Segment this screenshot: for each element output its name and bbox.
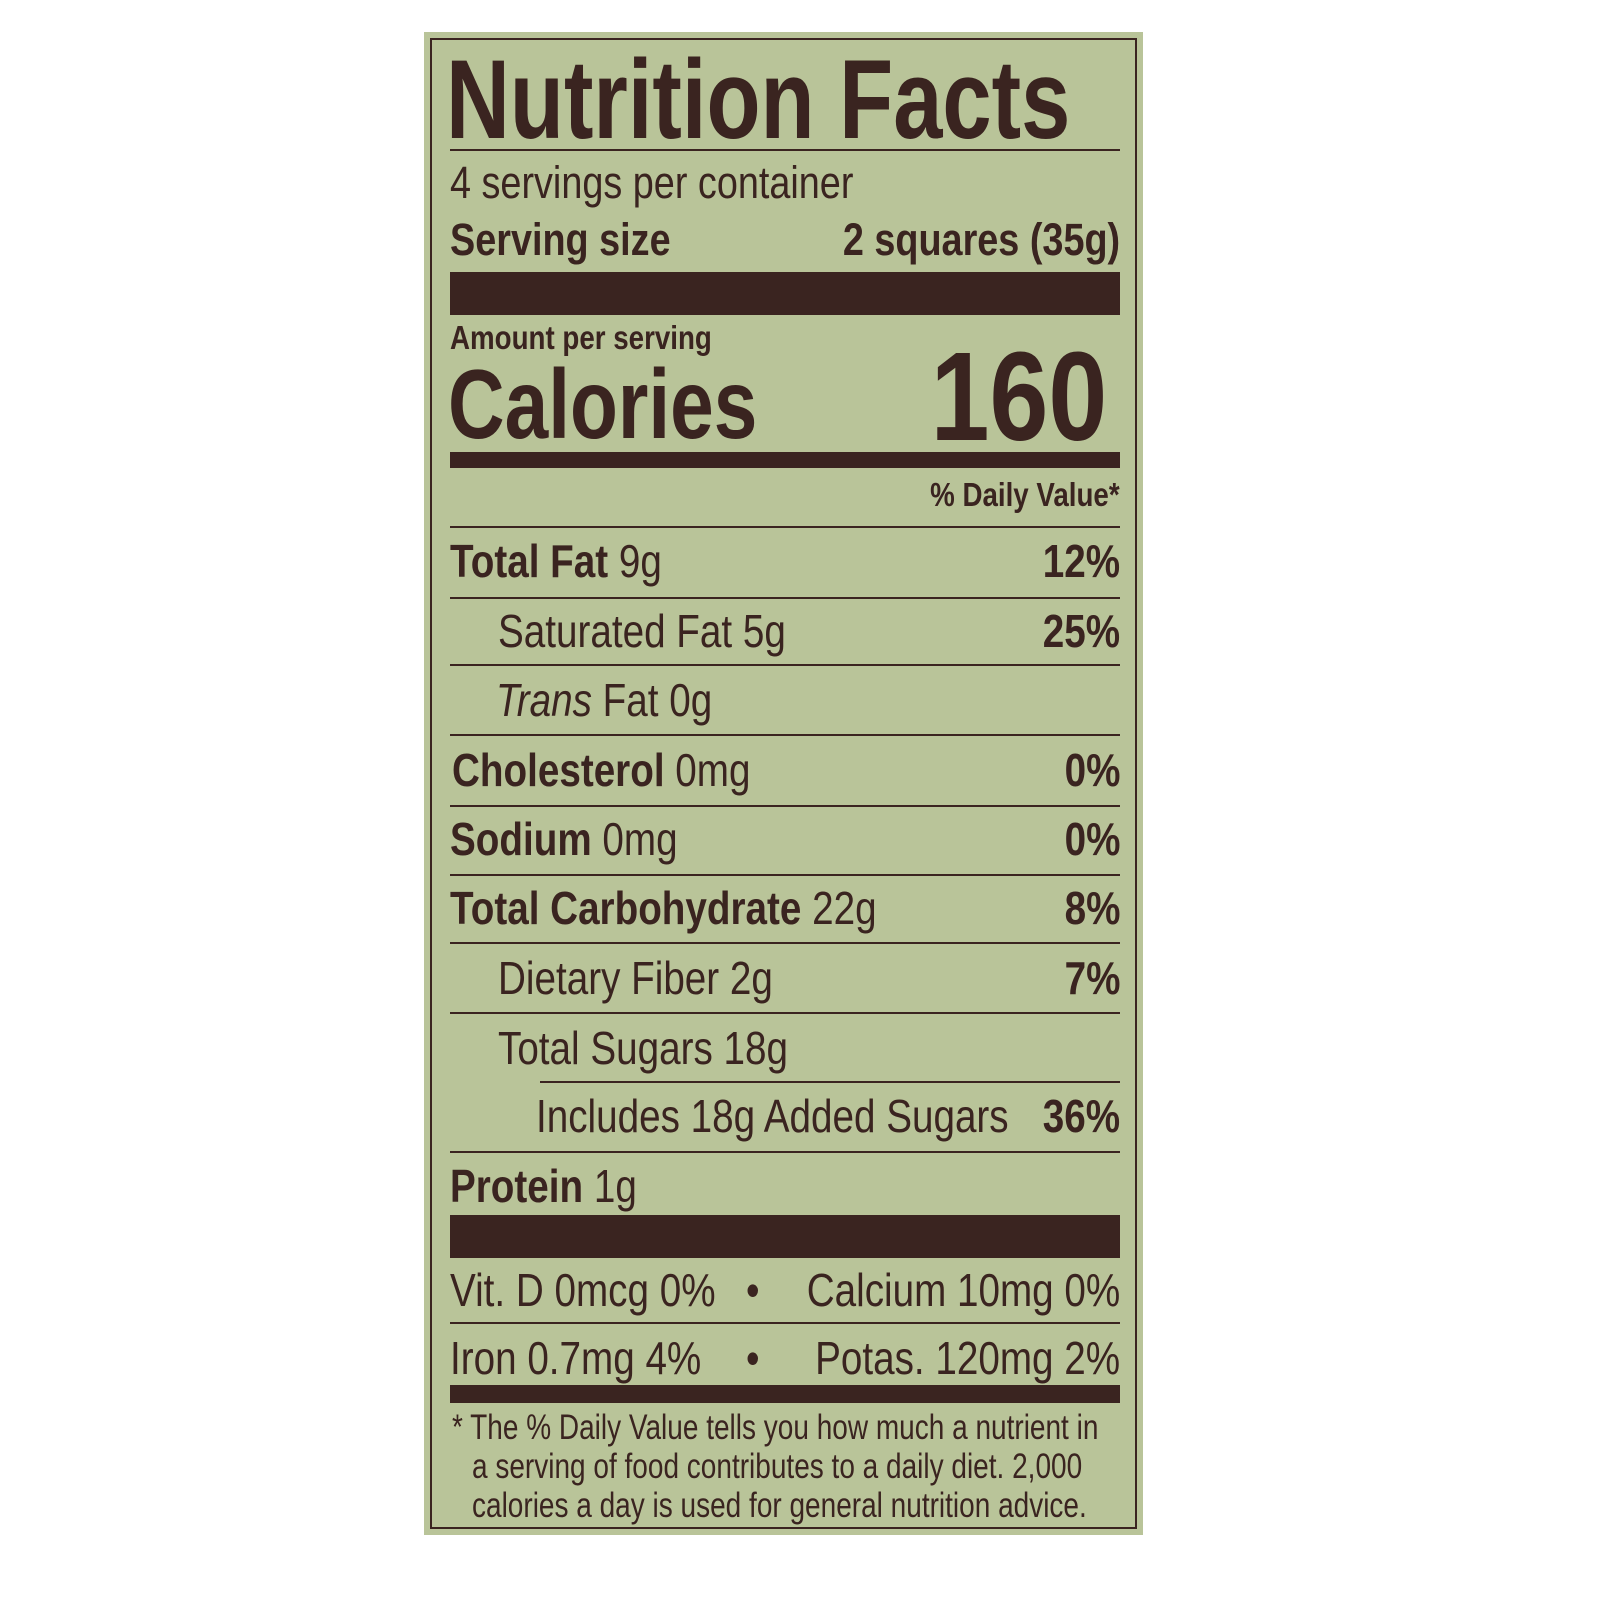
- nutrient-row-total-carbohydrate: Total Carbohydrate 22g: [450, 882, 877, 934]
- nutrient-amount: 0mg: [602, 813, 678, 865]
- nutrient-name: Saturated Fat: [498, 605, 733, 657]
- divider: [450, 149, 1120, 151]
- divider: [450, 597, 1120, 599]
- amount-per-serving: Amount per serving: [450, 319, 712, 356]
- serving-size-value: 2 squares (35g): [842, 214, 1120, 265]
- nutrient-amount: 22g: [812, 882, 877, 934]
- nutrient-name: Trans: [496, 674, 592, 726]
- nutrient-amount: 1g: [593, 1160, 637, 1212]
- nutrient-name: Total Fat: [450, 535, 609, 587]
- servings-per-container: 4 servings per container: [450, 157, 854, 208]
- nutrient-name: Dietary Fiber: [498, 952, 720, 1004]
- medium-divider: [450, 1385, 1120, 1403]
- nutrient-row-dietary-fiber: Dietary Fiber 2g: [498, 952, 773, 1004]
- nutrient-row-sodium: Sodium 0mg: [450, 813, 678, 865]
- thick-divider: [450, 272, 1120, 315]
- nutrient-name: Total Sugars: [498, 1022, 713, 1074]
- divider: [450, 734, 1120, 736]
- nutrient-name: Sodium: [450, 813, 592, 865]
- divider: [450, 1322, 1120, 1324]
- divider: [450, 1012, 1120, 1014]
- iron: Iron 0.7mg 4%: [450, 1332, 702, 1384]
- nutrient-amount: 0g: [669, 674, 713, 726]
- nutrient-name: Protein: [450, 1160, 584, 1212]
- divider: [450, 664, 1120, 666]
- nutrient-row-added-sugars: Includes 18g Added Sugars: [536, 1090, 1009, 1142]
- nutrient-row-total-fat: Total Fat 9g: [450, 535, 662, 587]
- divider: [450, 942, 1120, 944]
- thick-divider: [450, 1215, 1120, 1258]
- bullet: •: [746, 1264, 760, 1316]
- nutrient-row-trans-fat: Trans Fat 0g: [496, 674, 712, 726]
- medium-divider: [450, 452, 1120, 468]
- divider: [540, 1081, 1120, 1083]
- nutrient-dv: 8%: [1064, 882, 1120, 934]
- nutrition-facts-label: Nutrition Facts 4 servings per container…: [424, 32, 1143, 1535]
- label-title: Nutrition Facts: [446, 37, 1071, 162]
- nutrient-name: Cholesterol: [452, 744, 665, 796]
- calories-label: Calories: [448, 349, 758, 459]
- nutrient-amount: 18g: [723, 1022, 788, 1074]
- calcium: Calcium 10mg 0%: [806, 1264, 1120, 1316]
- nutrient-amount: 5g: [742, 605, 786, 657]
- vitamin-d: Vit. D 0mcg 0%: [450, 1264, 716, 1316]
- serving-size-label: Serving size: [450, 214, 671, 265]
- nutrient-amount: 9g: [618, 535, 662, 587]
- nutrient-row-cholesterol: Cholesterol 0mg: [452, 744, 750, 796]
- calories-value: 160: [930, 326, 1107, 467]
- nutrient-row-saturated-fat: Saturated Fat 5g: [498, 605, 786, 657]
- footnote-line-2: a serving of food contributes to a daily…: [472, 1447, 1083, 1486]
- daily-value-header: % Daily Value*: [930, 476, 1120, 513]
- label-border: [430, 38, 1137, 1529]
- footnote-line-3: calories a day is used for general nutri…: [472, 1486, 1087, 1525]
- nutrient-name-rest: Fat: [602, 674, 659, 726]
- nutrient-dv: 7%: [1064, 952, 1120, 1004]
- divider: [450, 526, 1120, 528]
- divider: [450, 874, 1120, 876]
- nutrient-dv: 12%: [1042, 535, 1120, 587]
- nutrient-dv: 25%: [1042, 605, 1120, 657]
- nutrient-row-total-sugars: Total Sugars 18g: [498, 1022, 788, 1074]
- nutrient-amount: 2g: [729, 952, 773, 1004]
- nutrient-dv: 0%: [1064, 744, 1120, 796]
- potassium: Potas. 120mg 2%: [814, 1332, 1120, 1384]
- nutrient-amount: 0mg: [675, 744, 751, 796]
- bullet: •: [746, 1332, 760, 1384]
- nutrient-dv: 0%: [1064, 813, 1120, 865]
- divider: [450, 1151, 1120, 1153]
- nutrient-dv: 36%: [1042, 1090, 1120, 1142]
- nutrient-row-protein: Protein 1g: [450, 1160, 637, 1212]
- nutrient-name: Total Carbohydrate: [450, 882, 802, 934]
- divider: [450, 805, 1120, 807]
- footnote-line-1: * The % Daily Value tells you how much a…: [452, 1408, 1099, 1447]
